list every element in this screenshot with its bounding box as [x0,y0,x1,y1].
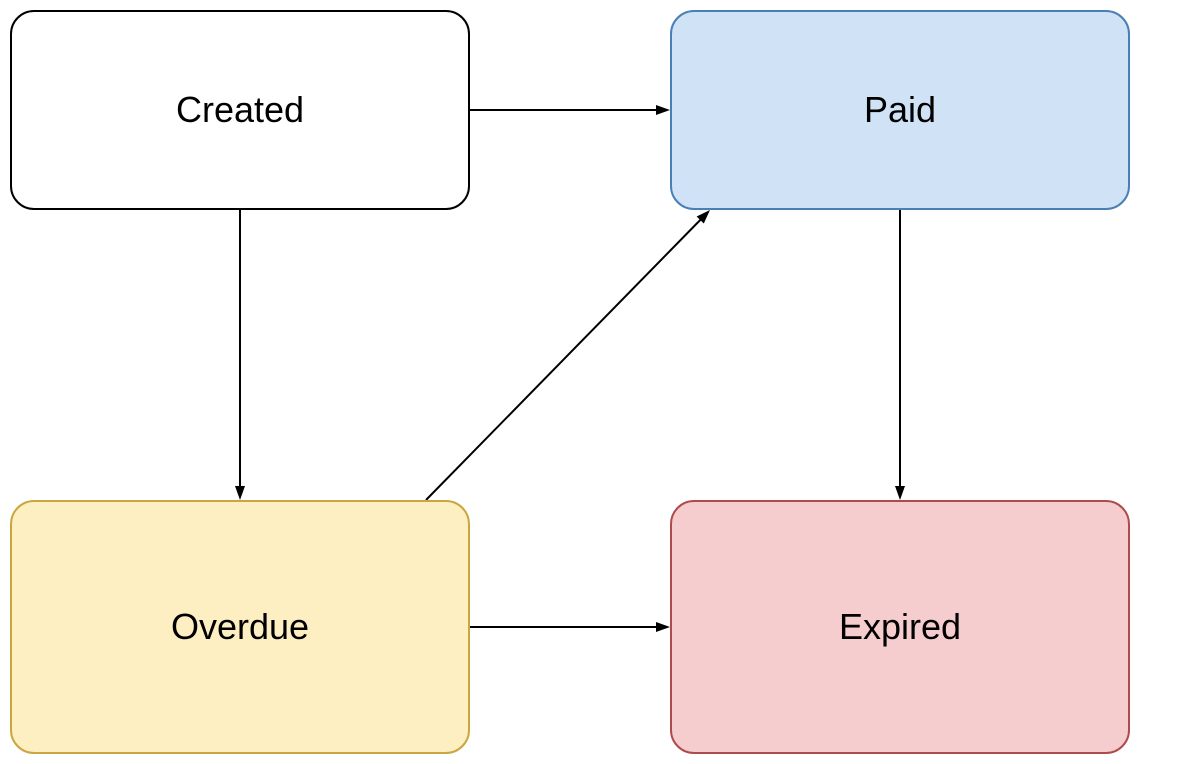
node-expired: Expired [670,500,1130,754]
arrowhead-created-to-overdue [235,486,245,500]
node-label-created: Created [176,89,304,131]
node-paid: Paid [670,10,1130,210]
arrowhead-overdue-to-paid [697,210,710,224]
node-label-paid: Paid [864,89,936,131]
arrowhead-overdue-to-expired [656,622,670,632]
node-created: Created [10,10,470,210]
node-label-expired: Expired [839,606,961,648]
arrowhead-paid-to-expired [895,486,905,500]
node-overdue: Overdue [10,500,470,754]
edge-overdue-to-paid [426,216,704,500]
arrowhead-created-to-paid [656,105,670,115]
node-label-overdue: Overdue [171,606,309,648]
